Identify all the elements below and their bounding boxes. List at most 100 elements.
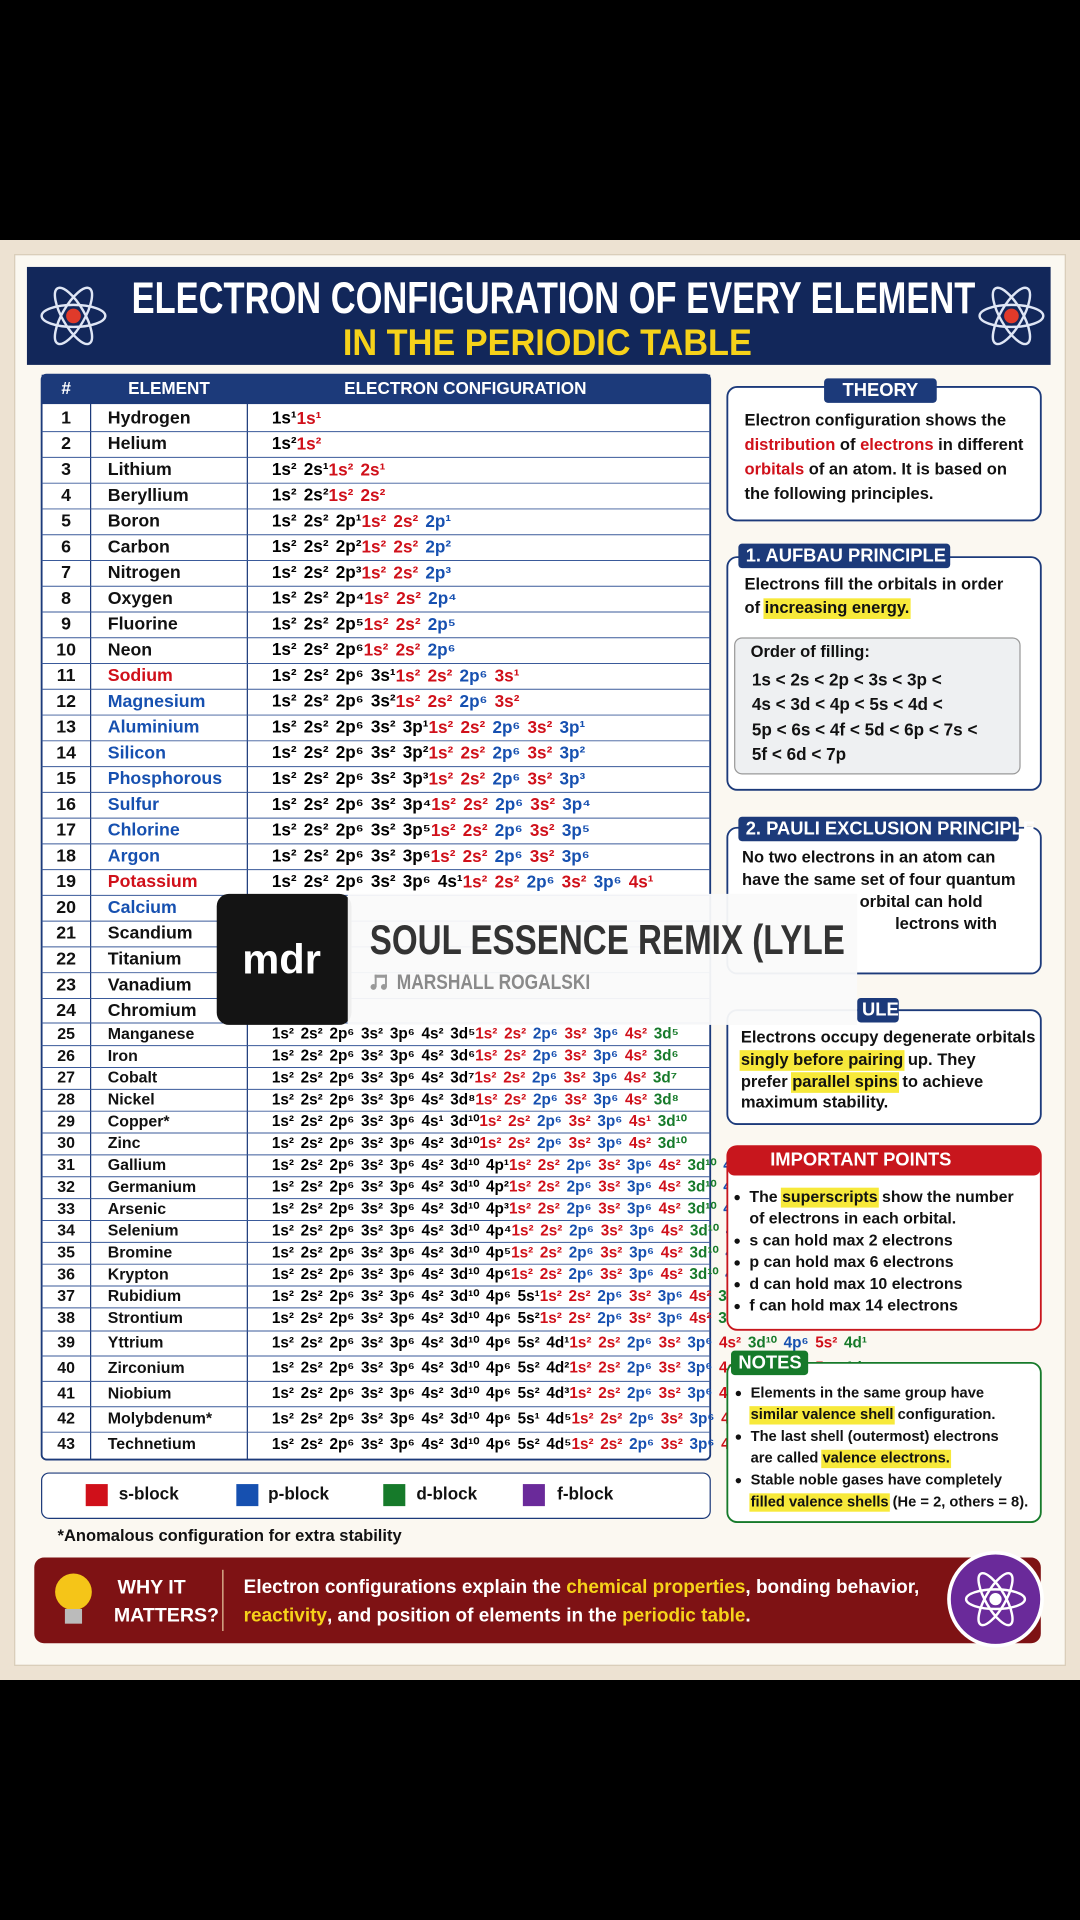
element-name: Zinc <box>108 1135 141 1152</box>
text-segment: parallel spins <box>792 1072 898 1091</box>
highlight <box>780 1187 879 1208</box>
atom-icon <box>40 286 1045 346</box>
order-line: 5p < 6s < 4f < 5d < 6p < 7s < <box>752 720 978 740</box>
configuration: 1s² 2s² 2p⁶ 3s² 3p⁶ 4s² 3d¹⁰ 4p⁴1s² 2s² … <box>272 1222 751 1239</box>
row-number: 3 <box>61 459 71 479</box>
row-number: 13 <box>56 717 76 737</box>
text-segment: show the number <box>878 1189 1014 1206</box>
text-segment: orbitals <box>744 460 804 479</box>
banner-label: MATTERS? <box>114 1604 219 1626</box>
order-line: 5f < 6d < 7p <box>752 744 846 764</box>
element-name: Chlorine <box>108 820 180 840</box>
table-header <box>41 374 711 405</box>
row-number: 41 <box>57 1385 75 1402</box>
configuration: 1s² 2s² 2p⁶ 3s² 3p⁶ 4s² 3d¹⁰ 4p⁶ 5s² 4d¹… <box>272 1334 867 1351</box>
banner <box>34 1557 1041 1644</box>
title: ELECTRON CONFIGURATION OF EVERY ELEMENT <box>132 274 976 323</box>
panel-title: 1. AUFBAU PRINCIPLE <box>746 544 946 565</box>
text-segment: are called <box>751 1451 823 1467</box>
configuration: 1s² 2s² 2p⁶ 3s² 3p⁵1s² 2s² 2p⁶ 3s² 3p⁵ <box>272 820 590 840</box>
text-segment: distribution <box>744 435 835 454</box>
configuration: 1s² 2s² 2p⁶ 3s² 3p⁶ 4s² 3d¹⁰ 4p⁶ 5s² 4d³… <box>272 1385 867 1402</box>
row-number: 35 <box>57 1244 75 1261</box>
column-header: ELEMENT <box>128 378 210 398</box>
row-number: 36 <box>57 1266 75 1283</box>
text-segment: electrons <box>860 435 933 454</box>
panel-tab <box>731 1350 809 1376</box>
element-name: Silicon <box>108 742 166 762</box>
row-number: 39 <box>57 1334 75 1351</box>
element-name: Technetium <box>108 1436 196 1453</box>
configuration: 1s²1s² <box>272 433 322 453</box>
element-name: Carbon <box>108 536 170 556</box>
row-number: 27 <box>57 1070 75 1087</box>
element-name: Iron <box>108 1048 138 1065</box>
bullet <box>735 1434 742 1440</box>
text-segment: reactivity <box>244 1605 328 1626</box>
legend-label: s-block <box>119 1484 179 1504</box>
element-name: Beryllium <box>108 485 189 505</box>
element-name: Rubidium <box>108 1288 181 1305</box>
element-name: Germanium <box>108 1179 196 1196</box>
text-segment: No two electrons in an atom can <box>742 848 995 867</box>
element-name: Gallium <box>108 1157 166 1174</box>
text-segment: chemical properties <box>566 1577 745 1598</box>
text-segment: increasing energy. <box>765 598 910 617</box>
row-number: 22 <box>56 948 76 968</box>
text-segment: Electron configurations explain the <box>244 1577 567 1598</box>
text-segment: of an atom. It is based on <box>804 460 1007 479</box>
element-name: Fluorine <box>108 614 178 634</box>
row-number: 5 <box>61 511 71 531</box>
row-number: 11 <box>57 665 76 685</box>
legend-swatch <box>383 1484 406 1507</box>
panel-tab <box>824 378 937 403</box>
text-segment: maximum stability. <box>741 1093 888 1112</box>
text-segment: periodic table <box>622 1605 745 1626</box>
row-number: 29 <box>57 1113 75 1130</box>
text-segment: p can hold max 6 electrons <box>749 1254 953 1271</box>
music-note-icon <box>370 974 387 990</box>
bullet <box>735 1477 742 1484</box>
row-number: 37 <box>57 1288 75 1305</box>
legend-label: d-block <box>416 1484 477 1504</box>
row-number: 38 <box>57 1310 75 1327</box>
configuration: 1s² 2s² 2p⁶ 3s² 3p⁴1s² 2s² 2p⁶ 3s² 3p⁴ <box>272 794 591 814</box>
configuration: 1s² 2s² 2p⁶ 3s² 3p⁶ 4s² 3d¹⁰ 4p¹1s² 2s² … <box>272 1157 746 1174</box>
panel-title: NOTES <box>738 1351 801 1372</box>
element-name: Phosphorous <box>108 768 223 788</box>
panel-title: 2. PAULI EXCLUSION PRINCIPLE <box>746 817 1035 838</box>
row-number: 1 <box>61 407 71 427</box>
element-name: Selenium <box>108 1223 179 1240</box>
configuration: 1s² 2s² 2p⁶ 3s² 3p¹1s² 2s² 2p⁶ 3s² 3p¹ <box>272 716 586 736</box>
text-segment: similar valence shell <box>751 1407 894 1423</box>
music-note-part <box>370 984 377 990</box>
element-name: Zirconium <box>108 1360 185 1377</box>
music-note-part <box>384 974 387 987</box>
text-segment: in different <box>934 435 1024 454</box>
row-number: 30 <box>57 1135 75 1152</box>
element-name: Strontium <box>108 1310 183 1327</box>
configuration: 1s² 2s² 2p⁶ 3s² 3p⁶ 4s² 3d¹⁰ 4p⁵1s² 2s² … <box>272 1244 751 1261</box>
row-number: 21 <box>56 923 76 943</box>
text-segment: Electrons fill the orbitals in order <box>744 575 1003 594</box>
configuration: 1s² 2s² 2p⁶ 3s² 3p⁶ 4s² 3d¹⁰ 4p⁶ 5s²1s² … <box>272 1310 808 1327</box>
text-segment: s can hold max 2 electrons <box>749 1232 952 1249</box>
text-segment: up. They <box>903 1050 976 1069</box>
column-header: # <box>61 378 71 398</box>
configuration: 1s² 2s² 2p⁶ 3s² 3p⁶ 4s² 3d¹⁰ 4p²1s² 2s² … <box>272 1179 746 1196</box>
configuration: 1s² 2s² 2p⁶ 3s² 3p⁶ 4s² 3d⁵1s² 2s² 2p⁶ 3… <box>272 1026 679 1043</box>
row-number: 8 <box>61 588 71 608</box>
highlight <box>749 1406 895 1425</box>
element-name: Yttrium <box>108 1334 164 1351</box>
row-number: 19 <box>56 871 76 891</box>
order-line: 4s < 3d < 4p < 5s < 4d < <box>752 694 943 714</box>
row-number: 23 <box>56 974 76 994</box>
bullet <box>734 1194 740 1201</box>
row-number: 16 <box>56 794 76 814</box>
element-name: Calcium <box>108 897 177 917</box>
highlight <box>763 598 911 619</box>
configuration: 1s² 2s² 2p⁶ 3s¹1s² 2s² 2p⁶ 3s¹ <box>272 665 520 685</box>
configuration: 1s² 2s² 2p⁶ 3s² 3p⁶ 4s² 3d⁸1s² 2s² 2p⁶ 3… <box>272 1091 679 1108</box>
